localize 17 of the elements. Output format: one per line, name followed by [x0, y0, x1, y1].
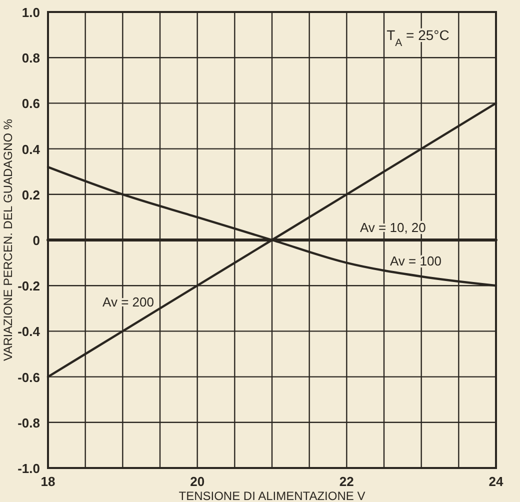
y-tick-label: 0.6	[22, 96, 40, 112]
y-tick-label: -0.4	[18, 324, 41, 340]
y-tick-label: 0	[32, 233, 40, 248]
y-tick-label: -0.8	[18, 415, 40, 430]
x-tick-label: 18	[40, 474, 56, 489]
x-axis-title: TENSIONE DI ALIMENTAZIONE V	[178, 489, 366, 502]
y-tick-label: -1.0	[18, 461, 40, 476]
x-tick-label: 20	[190, 474, 205, 489]
y-tick-label: -0.2	[18, 278, 40, 294]
y-tick-label: 1.0	[22, 5, 40, 20]
y-tick-label: 0.8	[22, 50, 40, 66]
y-tick-label: 0.4	[22, 142, 41, 157]
x-tick-label: 22	[339, 474, 354, 489]
x-tick-label: 24	[488, 474, 504, 489]
y-tick-label: -0.6	[18, 370, 40, 385]
y-tick-label: 0.2	[22, 187, 40, 202]
y-axis-title: VARIAZIONE PERCEN. DEL GUADAGNO %	[1, 118, 15, 362]
